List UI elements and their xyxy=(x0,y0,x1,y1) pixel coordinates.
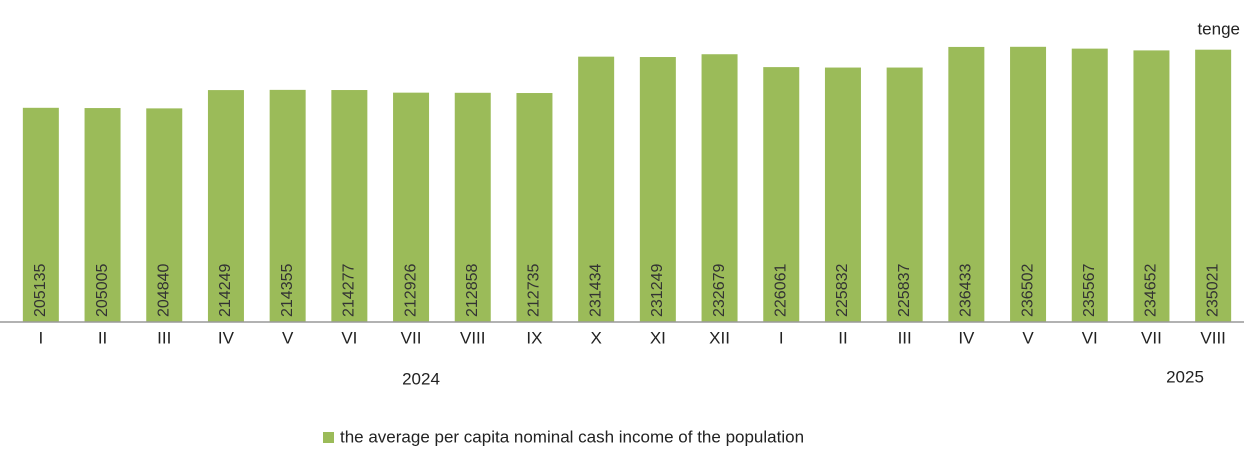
value-label: 205135 xyxy=(32,264,49,317)
x-tick-label: VII xyxy=(1141,328,1162,347)
value-label: 204840 xyxy=(155,264,172,317)
legend-label: the average per capita nominal cash inco… xyxy=(340,427,804,446)
x-tick-label: IX xyxy=(526,328,542,347)
value-label: 226061 xyxy=(772,264,789,317)
x-tick-label: XII xyxy=(709,328,730,347)
x-tick-label: II xyxy=(98,328,107,347)
bar xyxy=(1071,48,1108,322)
bar xyxy=(393,92,430,322)
x-tick-label: III xyxy=(898,328,912,347)
value-label: 236502 xyxy=(1019,264,1036,317)
x-tick-label: VI xyxy=(341,328,357,347)
x-tick-label: III xyxy=(157,328,171,347)
x-tick-label: VIII xyxy=(460,328,486,347)
x-tick-label: IV xyxy=(958,328,975,347)
bar xyxy=(948,46,985,323)
unit-label: tenge xyxy=(1197,19,1240,38)
x-tick-label: X xyxy=(590,328,601,347)
bar xyxy=(207,90,244,322)
x-tick-label: VIII xyxy=(1200,328,1226,347)
bar xyxy=(454,92,491,323)
bar xyxy=(1195,49,1232,323)
bar xyxy=(886,67,923,323)
x-tick-label: IV xyxy=(218,328,235,347)
value-label: 235021 xyxy=(1204,264,1221,317)
year-label: 2025 xyxy=(1166,367,1204,386)
value-label: 212858 xyxy=(464,264,481,317)
x-tick-label: VI xyxy=(1082,328,1098,347)
bar xyxy=(639,57,676,322)
bar xyxy=(269,89,306,322)
x-tick-label: II xyxy=(838,328,847,347)
x-tick-label: I xyxy=(779,328,784,347)
value-label: 225832 xyxy=(834,264,851,317)
x-tick-label: VII xyxy=(401,328,422,347)
value-label: 214249 xyxy=(217,264,234,317)
value-label: 234652 xyxy=(1143,264,1160,317)
bar xyxy=(331,90,368,323)
value-label: 212735 xyxy=(526,264,543,317)
x-tick-label: I xyxy=(38,328,43,347)
bar xyxy=(1133,50,1170,322)
x-tick-label: V xyxy=(1022,328,1034,347)
bar xyxy=(1010,46,1047,322)
x-tick-label: V xyxy=(282,328,294,347)
value-label: 235567 xyxy=(1081,264,1098,317)
bar xyxy=(763,67,800,323)
legend-swatch xyxy=(323,432,334,443)
value-label: 231249 xyxy=(649,264,666,317)
x-tick-label: XI xyxy=(650,328,666,347)
bar xyxy=(516,93,553,322)
value-label: 214277 xyxy=(341,264,358,317)
value-label: 225837 xyxy=(896,264,913,317)
bar xyxy=(578,56,615,322)
value-label: 231434 xyxy=(587,264,604,317)
bar xyxy=(146,108,183,323)
bar xyxy=(824,67,861,322)
bar xyxy=(84,108,121,323)
value-label: 212926 xyxy=(402,264,419,317)
value-label: 214355 xyxy=(279,264,296,317)
value-label: 236433 xyxy=(958,264,975,317)
value-label: 232679 xyxy=(711,264,728,317)
year-label: 2024 xyxy=(402,369,440,388)
bar xyxy=(701,54,738,322)
bar xyxy=(22,107,59,322)
value-label: 205005 xyxy=(94,264,111,317)
